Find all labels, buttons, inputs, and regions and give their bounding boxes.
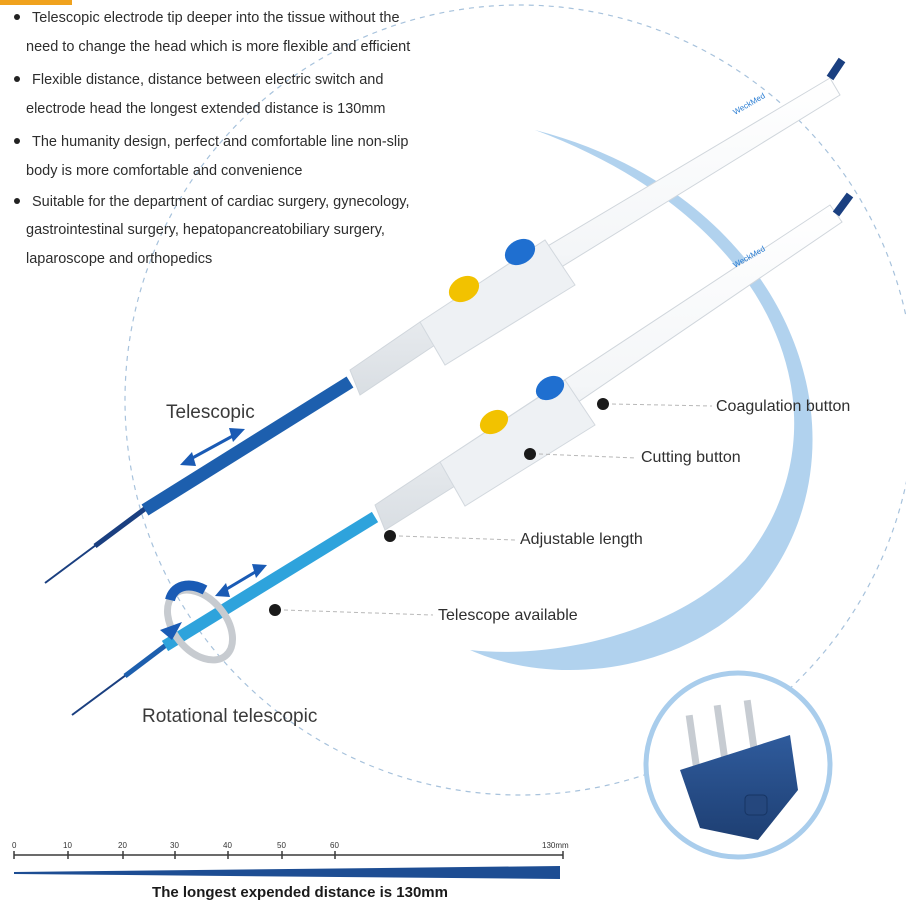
- tick-label: 130mm: [542, 841, 569, 850]
- bullet-3-cont: body is more comfortable and convenience: [26, 163, 303, 179]
- bullet-dot-icon: [14, 198, 20, 205]
- bullet-dot-icon: [14, 138, 20, 145]
- tick-label: 30: [170, 841, 179, 850]
- bullet-1-cont: need to change the head which is more fl…: [26, 39, 411, 55]
- ruler-caption: The longest expended distance is 130mm: [152, 884, 448, 901]
- bullet-dot-icon: [14, 14, 20, 21]
- callout-leaders: [269, 398, 713, 616]
- dashed-circle: [124, 4, 906, 796]
- pencil-upper: WeckMed: [44, 57, 846, 584]
- ruler: [13, 851, 564, 879]
- blue-button-lower-icon: [535, 375, 565, 401]
- coagulation-label: Coagulation button: [716, 398, 851, 415]
- bullet-4: Suitable for the department of cardiac s…: [14, 192, 409, 212]
- brand-mark-upper: WeckMed: [732, 91, 767, 117]
- yellow-button-icon: [448, 275, 480, 303]
- bullet-2: Flexible distance, distance between elec…: [14, 70, 383, 90]
- blue-button-icon: [504, 238, 536, 266]
- tick-label: 10: [63, 841, 72, 850]
- telescopic-arrow-icon: [180, 428, 245, 466]
- adjust-arrow-icon: [215, 564, 267, 597]
- plug-icon: [680, 699, 798, 840]
- adjustable-label: Adjustable length: [520, 531, 643, 548]
- bullet-1: Telescopic electrode tip deeper into the…: [14, 8, 400, 28]
- telescope-available-label: Telescope available: [438, 607, 578, 624]
- bullet-2-cont: electrode head the longest extended dist…: [26, 101, 386, 117]
- bullet-3: The humanity design, perfect and comfort…: [14, 132, 408, 152]
- cutting-label: Cutting button: [641, 449, 741, 466]
- yellow-button-lower-icon: [479, 409, 509, 435]
- bullet-4-cont-2: laparoscope and orthopedics: [26, 251, 213, 267]
- rotational-label: Rotational telescopic: [142, 706, 318, 727]
- tick-label: 40: [223, 841, 232, 850]
- bullet-4-cont: gastrointestinal surgery, hepatopancreat…: [26, 222, 385, 238]
- length-bar: [14, 866, 560, 879]
- tick-label: 60: [330, 841, 339, 850]
- rotation-ring-icon: [160, 580, 237, 664]
- tick-label: 0: [12, 841, 17, 850]
- bullet-dot-icon: [14, 76, 20, 83]
- header-tag: [0, 0, 72, 5]
- tick-label: 50: [277, 841, 286, 850]
- telescopic-label: Telescopic: [166, 402, 255, 423]
- tick-label: 20: [118, 841, 127, 850]
